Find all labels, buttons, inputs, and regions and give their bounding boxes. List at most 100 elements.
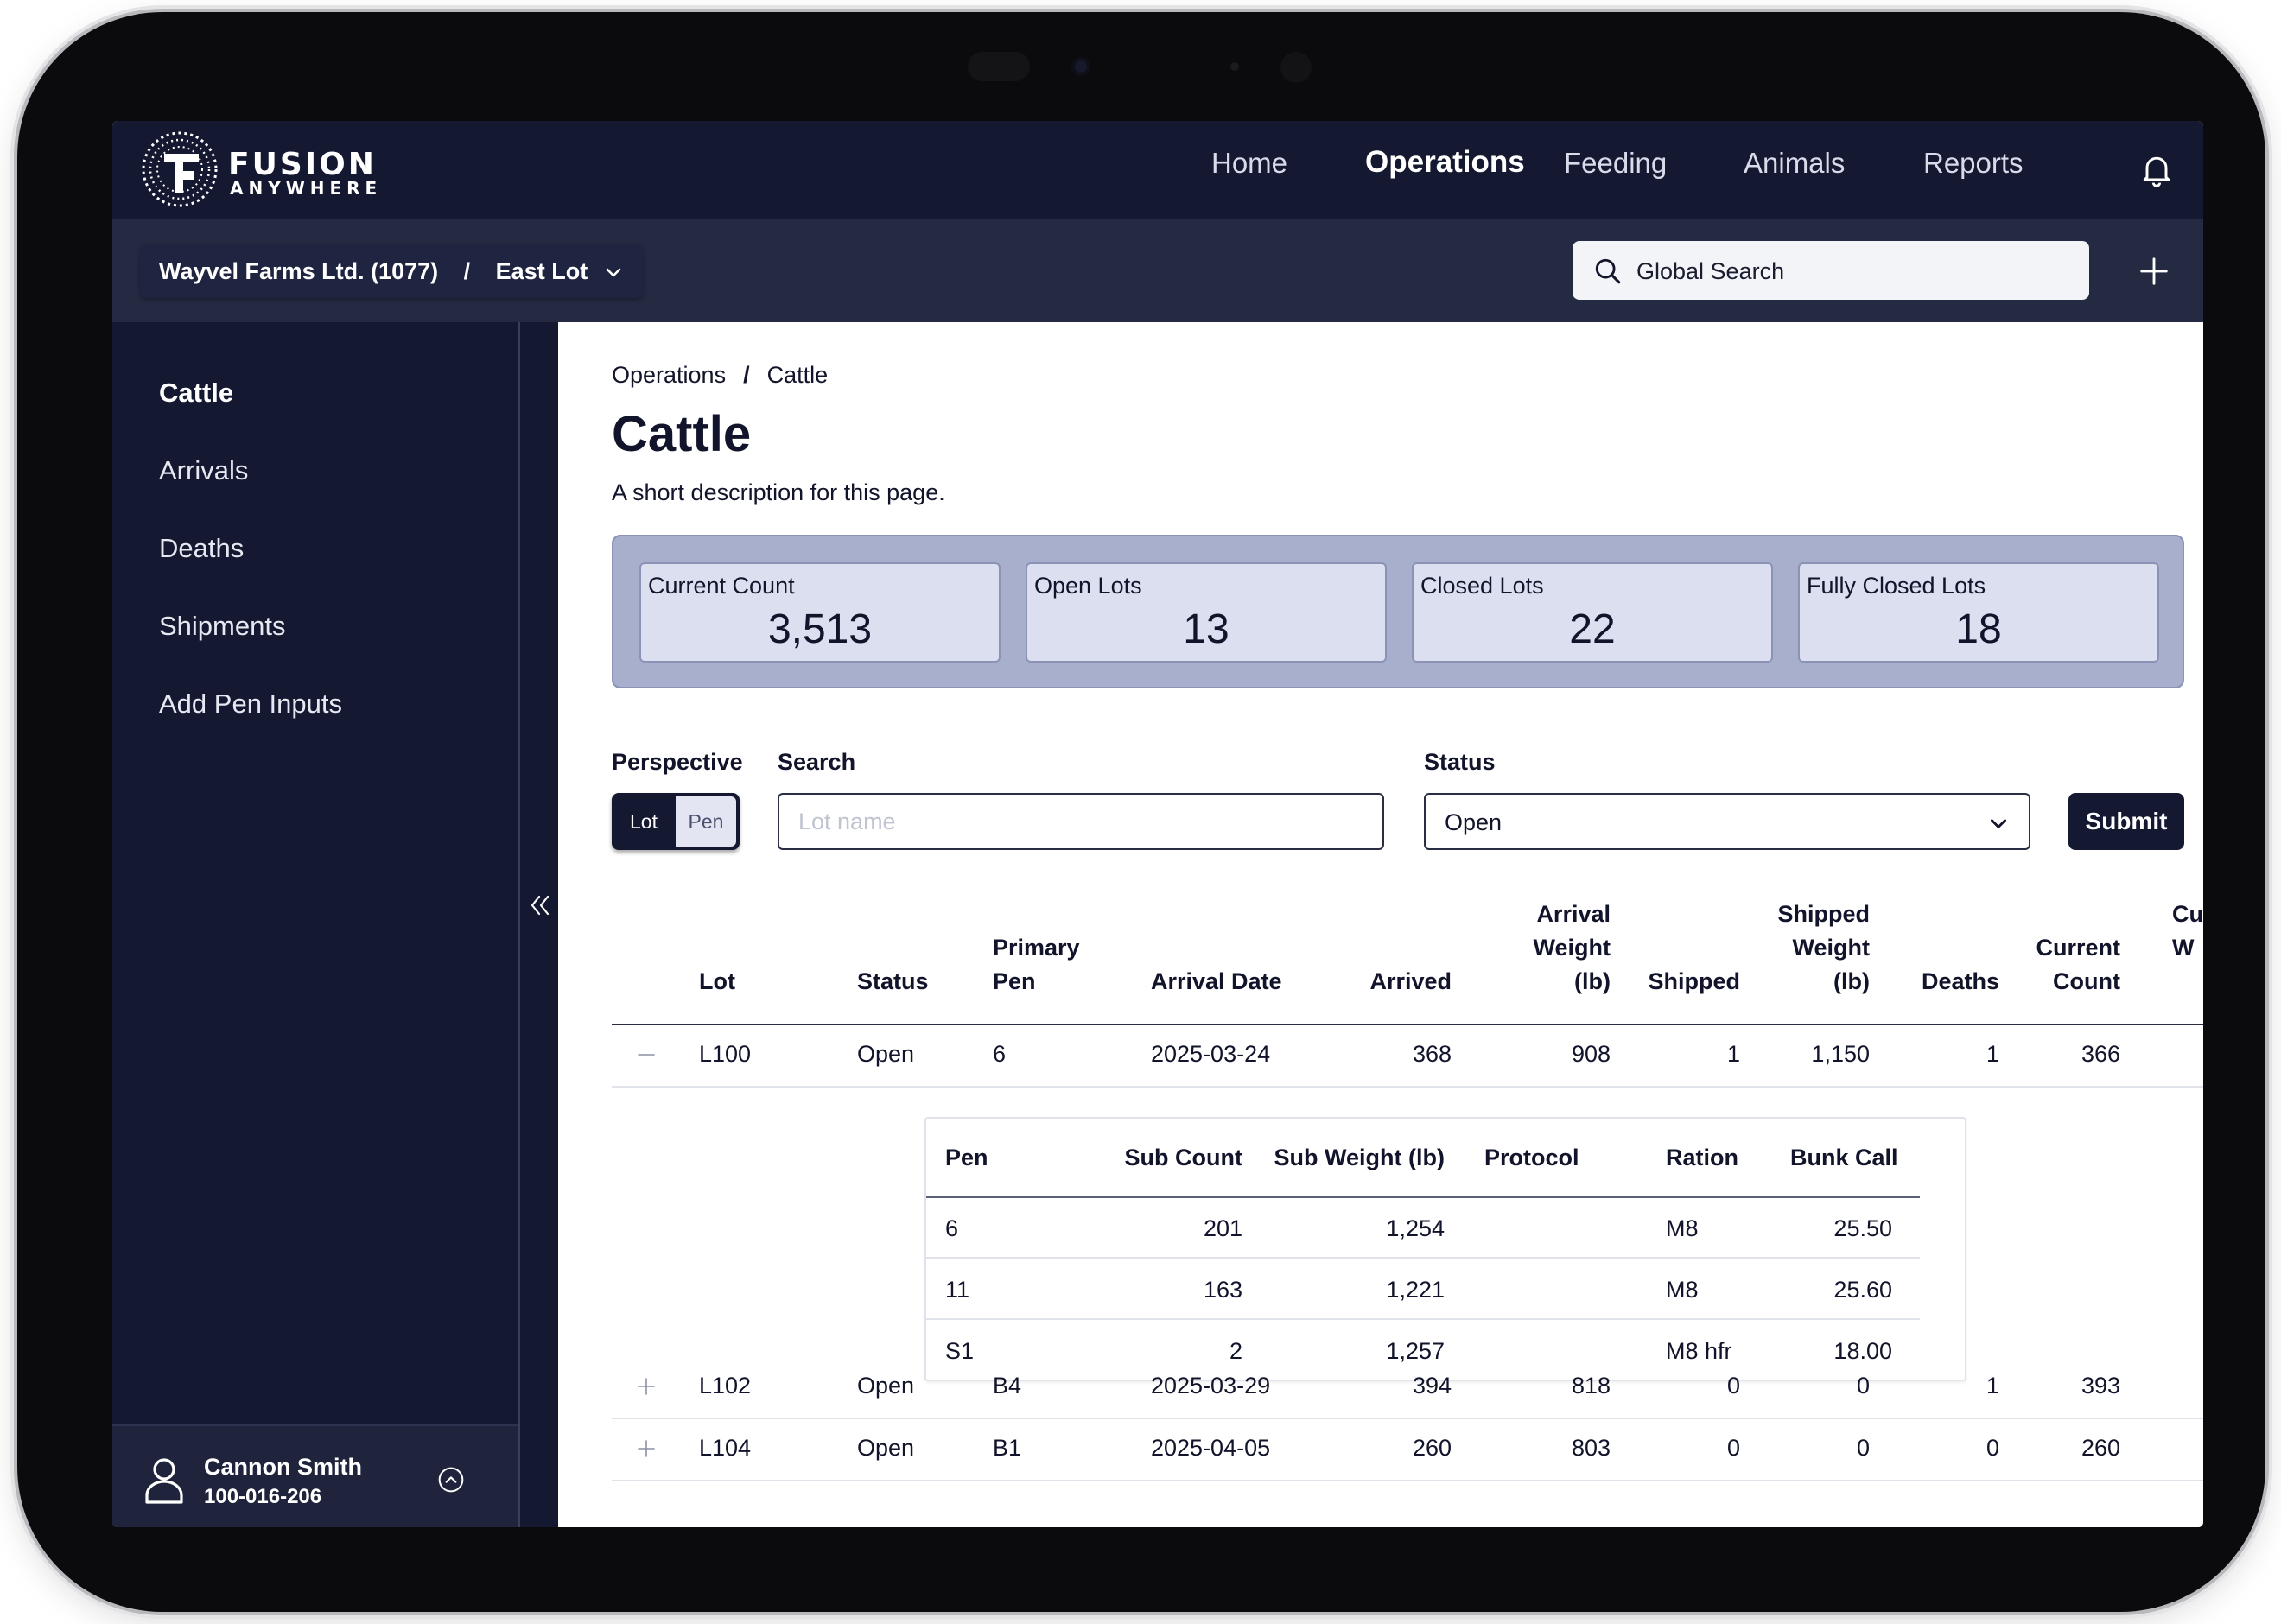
search-label: Search (778, 749, 856, 775)
stat-label: Closed Lots (1420, 573, 1544, 599)
nav-animals[interactable]: Animals (1744, 147, 1846, 179)
camera-sensor (968, 52, 1030, 81)
stat-label: Open Lots (1034, 573, 1142, 599)
stat-card-closed-lots: Closed Lots 22 (1412, 562, 1773, 663)
sidebar-item-add-pen-inputs[interactable]: Add Pen Inputs (159, 688, 342, 719)
context-bar: Wayvel Farms Ltd. (1077) / East Lot Glob… (112, 219, 2203, 322)
bell-icon[interactable] (2138, 150, 2176, 188)
cell-arrival-weight: 908 (1571, 1041, 1611, 1067)
stat-label: Current Count (648, 573, 795, 599)
cell-status: Open (857, 1041, 915, 1067)
column-header-lot[interactable]: Lot (699, 968, 735, 994)
user-profile[interactable]: Cannon Smith 100-016-206 (112, 1424, 518, 1527)
nav-feeding[interactable]: Feeding (1564, 147, 1668, 179)
column-header-current-weight[interactable]: Cu W (2172, 901, 2203, 961)
pen-subtable: Pen Sub Count Sub Weight (lb) Protocol R… (924, 1117, 1966, 1381)
sub-cell-count: 163 (1203, 1277, 1242, 1303)
column-header-arrival-weight[interactable]: Arrival Weight (lb) (1533, 901, 1611, 994)
sub-cell-bunk-call: 25.50 (1833, 1215, 1892, 1241)
cell-lot[interactable]: L100 (699, 1041, 752, 1067)
subtable-row-divider (926, 1257, 1920, 1259)
cell-current-count: 393 (2081, 1373, 2120, 1399)
column-header-deaths[interactable]: Deaths (1921, 968, 1999, 994)
cell-lot[interactable]: L104 (699, 1435, 752, 1461)
sidebar-item-shipments[interactable]: Shipments (159, 611, 286, 641)
lot-name: East Lot (495, 258, 588, 284)
cell-shipped: 1 (1726, 1041, 1740, 1067)
sub-cell-bunk-call: 25.60 (1833, 1277, 1892, 1303)
cell-shipped-weight: 0 (1856, 1435, 1870, 1461)
sidebar-item-cattle[interactable]: Cattle (159, 377, 234, 408)
sub-cell-ration: M8 hfr (1666, 1338, 1732, 1364)
cell-deaths: 1 (1986, 1373, 1999, 1399)
cell-arrived: 260 (1412, 1435, 1452, 1461)
front-camera (1071, 57, 1090, 76)
subtable-row-divider (926, 1318, 1920, 1320)
column-header-arrived[interactable]: Arrived (1369, 968, 1452, 994)
cell-arrival-date: 2025-04-05 (1151, 1435, 1271, 1461)
subtable-header-divider (926, 1196, 1920, 1198)
breadcrumb-cattle: Cattle (766, 362, 829, 388)
user-id: 100-016-206 (204, 1485, 322, 1508)
column-header-status[interactable]: Status (857, 968, 929, 994)
cell-arrived: 368 (1412, 1041, 1452, 1067)
nav-reports[interactable]: Reports (1923, 147, 2024, 179)
perspective-pen-option[interactable]: Pen (676, 796, 736, 847)
column-header-shipped[interactable]: Shipped (1648, 968, 1741, 994)
stat-value: 13 (1183, 606, 1229, 652)
column-header-current-count[interactable]: Current Count (2036, 935, 2120, 994)
subtable-header-pen: Pen (945, 1145, 988, 1170)
sidebar-item-deaths[interactable]: Deaths (159, 533, 245, 563)
cell-arrived: 394 (1412, 1373, 1452, 1399)
sub-cell-pen: S1 (945, 1338, 975, 1364)
breadcrumb-operations[interactable]: Operations (612, 362, 727, 388)
expand-row-icon[interactable] (636, 1376, 657, 1397)
sub-cell-ration: M8 (1666, 1277, 1699, 1303)
cell-lot[interactable]: L102 (699, 1373, 752, 1399)
column-header-shipped-weight[interactable]: Shipped Weight (lb) (1777, 901, 1871, 994)
stat-value: 22 (1569, 606, 1616, 652)
cell-shipped: 0 (1726, 1435, 1740, 1461)
perspective-toggle: Lot Pen (612, 793, 740, 850)
sub-cell-count: 201 (1203, 1215, 1242, 1241)
sub-cell-pen: 11 (945, 1277, 970, 1303)
table-header-divider (612, 1024, 2203, 1025)
stat-card-current-count: Current Count 3,513 (639, 562, 1001, 663)
tablet-frame: FUSION ANYWHERE Home Operations Feeding … (17, 12, 2265, 1612)
lot-search-input[interactable] (778, 793, 1384, 850)
collapse-row-icon[interactable] (636, 1044, 657, 1065)
org-lot-label: Wayvel Farms Ltd. (1077) / East Lot (159, 258, 588, 285)
page-description: A short description for this page. (612, 479, 945, 505)
camera-sensor-dot (1230, 62, 1239, 71)
column-header-primary-pen[interactable]: Primary Pen (993, 935, 1080, 994)
perspective-lot-option[interactable]: Lot (630, 810, 658, 833)
column-header-arrival-date[interactable]: Arrival Date (1151, 968, 1282, 994)
submit-button[interactable]: Submit (2068, 793, 2184, 850)
sidebar-item-arrivals[interactable]: Arrivals (159, 455, 249, 485)
sub-cell-count: 2 (1229, 1338, 1242, 1364)
collapse-sidebar-icon[interactable] (529, 892, 551, 918)
status-select[interactable]: Open (1424, 793, 2030, 850)
expand-row-icon[interactable] (636, 1438, 657, 1459)
cell-current-count: 366 (2081, 1041, 2120, 1067)
page-title: Cattle (612, 406, 752, 462)
global-search-input[interactable]: Global Search (1573, 241, 2089, 300)
cell-current-count: 260 (2081, 1435, 2120, 1461)
user-name: Cannon Smith (204, 1454, 362, 1480)
breadcrumb: Operations / Cattle (612, 362, 828, 389)
sub-cell-bunk-call: 18.00 (1833, 1338, 1892, 1364)
org-name: Wayvel Farms Ltd. (1077) (159, 258, 439, 284)
cell-status: Open (857, 1435, 915, 1461)
chevron-up-circle-icon[interactable] (437, 1466, 465, 1494)
subtable-header-sub-count: Sub Count (1124, 1145, 1242, 1170)
stats-panel: Current Count 3,513 Open Lots 13 Closed … (612, 535, 2184, 688)
plus-icon[interactable] (2138, 255, 2170, 288)
nav-home[interactable]: Home (1211, 147, 1288, 179)
org-lot-selector[interactable]: Wayvel Farms Ltd. (1077) / East Lot (140, 244, 643, 298)
stat-card-open-lots: Open Lots 13 (1026, 562, 1387, 663)
chevron-down-icon (1991, 819, 2006, 828)
nav-operations[interactable]: Operations (1365, 145, 1525, 179)
status-label: Status (1424, 749, 1496, 775)
stat-value: 18 (1955, 606, 2002, 652)
top-navigation: FUSION ANYWHERE Home Operations Feeding … (112, 121, 2203, 219)
